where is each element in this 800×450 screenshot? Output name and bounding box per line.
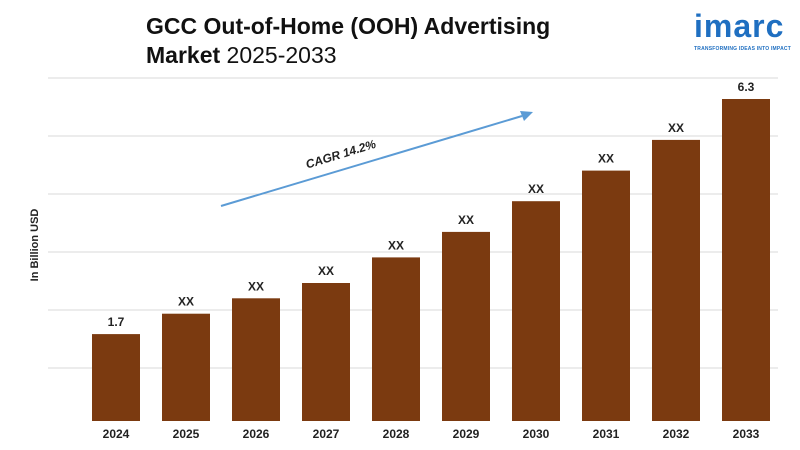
x-tick-2027: 2027 (313, 427, 340, 441)
data-label-2027: XX (318, 264, 334, 278)
bar-2024 (92, 334, 140, 421)
bar-2033 (722, 99, 770, 421)
bars-group (92, 99, 770, 421)
x-tick-2029: 2029 (453, 427, 480, 441)
title-main: GCC Out-of-Home (OOH) Advertising (146, 13, 551, 39)
y-axis-label: In Billion USD (29, 209, 41, 282)
bar-2026 (232, 298, 280, 421)
logo-word: imarc (694, 8, 785, 44)
data-label-2024: 1.7 (108, 315, 125, 329)
cagr-arrowhead (520, 111, 533, 121)
x-tick-2025: 2025 (173, 427, 200, 441)
imarc-logo: imarc TRANSFORMING IDEAS INTO IMPACT (690, 8, 795, 54)
data-label-2031: XX (598, 152, 614, 166)
x-tick-2030: 2030 (523, 427, 550, 441)
bar-2025 (162, 313, 210, 421)
x-tick-2026: 2026 (243, 427, 270, 441)
x-tick-2033: 2033 (733, 427, 760, 441)
data-label-2028: XX (388, 238, 404, 252)
x-tick-2024: 2024 (103, 427, 130, 441)
title-years: 2025-2033 (226, 42, 337, 68)
logo-tagline: TRANSFORMING IDEAS INTO IMPACT (694, 46, 791, 52)
data-labels-group: 1.7 XX XX XX XX XX XX XX XX 6.3 (108, 80, 755, 329)
data-label-2032: XX (668, 121, 684, 135)
x-tick-2028: 2028 (383, 427, 410, 441)
cagr-annotation: CAGR 14.2% (220, 111, 533, 207)
bar-2031 (582, 170, 630, 421)
data-label-2029: XX (458, 213, 474, 227)
bar-2027 (302, 283, 350, 421)
x-tick-labels-group: 2024 2025 2026 2027 2028 2029 2030 2031 2032 2033 (103, 427, 760, 441)
bar-2028 (372, 257, 420, 421)
title-line2: Market (146, 42, 221, 68)
bar-2032 (652, 139, 700, 421)
bar-2029 (442, 231, 490, 421)
cagr-label: CAGR 14.2% (304, 137, 378, 172)
x-tick-2031: 2031 (593, 427, 620, 441)
chart-title: GCC Out-of-Home (OOH) Advertising Market… (146, 12, 666, 70)
data-label-2030: XX (528, 182, 544, 196)
x-tick-2032: 2032 (663, 427, 690, 441)
data-label-2033: 6.3 (738, 80, 755, 94)
cagr-arrow (220, 115, 523, 207)
data-label-2025: XX (178, 295, 194, 309)
data-label-2026: XX (248, 279, 264, 293)
bar-2030 (512, 201, 560, 421)
